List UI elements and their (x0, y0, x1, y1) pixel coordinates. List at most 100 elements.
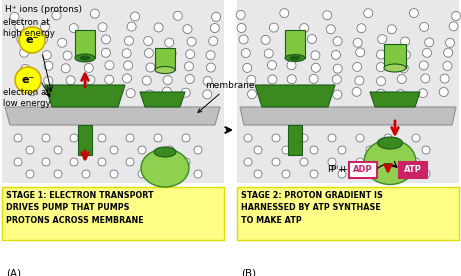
Circle shape (42, 158, 50, 166)
Circle shape (101, 35, 111, 44)
Circle shape (130, 12, 140, 21)
Circle shape (70, 134, 78, 142)
Circle shape (300, 23, 309, 33)
Circle shape (425, 38, 434, 47)
Bar (155, 48, 175, 70)
Circle shape (378, 35, 387, 44)
Circle shape (396, 90, 405, 99)
Circle shape (207, 63, 215, 72)
Circle shape (123, 74, 131, 83)
Circle shape (105, 61, 114, 70)
Text: electron at
low energy: electron at low energy (3, 88, 51, 108)
Circle shape (154, 158, 162, 166)
Bar (2, 0, 224, 183)
Circle shape (420, 61, 428, 70)
Circle shape (443, 48, 453, 57)
Circle shape (63, 51, 72, 60)
Circle shape (254, 146, 262, 154)
Polygon shape (140, 92, 185, 107)
Circle shape (15, 67, 41, 93)
Bar (2, 187, 224, 240)
Circle shape (445, 38, 455, 47)
Circle shape (421, 74, 430, 83)
Circle shape (19, 27, 45, 53)
Bar (288, 125, 302, 155)
Circle shape (331, 50, 341, 59)
Circle shape (27, 75, 36, 84)
Circle shape (355, 76, 364, 85)
Circle shape (15, 22, 24, 31)
Circle shape (203, 90, 212, 99)
Circle shape (376, 89, 385, 98)
Circle shape (210, 23, 219, 33)
Circle shape (394, 170, 402, 178)
Circle shape (21, 65, 30, 73)
Circle shape (239, 35, 248, 44)
Circle shape (212, 12, 220, 21)
Ellipse shape (80, 56, 90, 60)
Circle shape (206, 51, 215, 60)
Circle shape (267, 60, 277, 70)
Circle shape (364, 9, 372, 18)
Circle shape (452, 12, 461, 20)
Polygon shape (5, 107, 220, 125)
Circle shape (384, 158, 392, 166)
Circle shape (181, 88, 190, 97)
Bar (237, 187, 459, 240)
Circle shape (98, 23, 107, 32)
Circle shape (356, 48, 365, 57)
Circle shape (412, 158, 420, 166)
Circle shape (146, 63, 155, 72)
Circle shape (247, 75, 256, 84)
Circle shape (387, 25, 396, 34)
Circle shape (244, 134, 252, 142)
Circle shape (44, 61, 53, 70)
Circle shape (83, 38, 92, 47)
Circle shape (144, 49, 154, 58)
Circle shape (420, 22, 429, 31)
Circle shape (419, 89, 427, 98)
Circle shape (26, 146, 34, 154)
Circle shape (154, 23, 163, 32)
Circle shape (384, 134, 392, 142)
Circle shape (84, 63, 93, 72)
Circle shape (328, 134, 336, 142)
Circle shape (54, 146, 62, 154)
Circle shape (182, 158, 190, 166)
Circle shape (244, 158, 252, 166)
Circle shape (182, 134, 190, 142)
Circle shape (58, 38, 67, 47)
Circle shape (242, 49, 250, 58)
Ellipse shape (155, 67, 175, 73)
Circle shape (164, 61, 173, 70)
Circle shape (138, 146, 146, 154)
Circle shape (194, 170, 202, 178)
Circle shape (70, 158, 78, 166)
Circle shape (422, 170, 430, 178)
Circle shape (98, 158, 106, 166)
Circle shape (287, 61, 296, 70)
Circle shape (105, 75, 114, 84)
Ellipse shape (141, 149, 189, 187)
Ellipse shape (154, 147, 176, 157)
Circle shape (69, 90, 77, 99)
Text: STAGE 1: ELECTRON TRANSPORT
DRIVES PUMP THAT PUMPS
PROTONS ACROSS MEMBRANE: STAGE 1: ELECTRON TRANSPORT DRIVES PUMP … (6, 191, 154, 225)
Circle shape (401, 37, 410, 46)
Circle shape (54, 170, 62, 178)
Circle shape (328, 158, 336, 166)
Circle shape (242, 63, 252, 72)
Circle shape (300, 134, 308, 142)
Text: electron at
high energy: electron at high energy (3, 18, 55, 38)
Circle shape (47, 87, 56, 96)
Circle shape (142, 76, 151, 85)
Circle shape (82, 170, 90, 178)
Circle shape (183, 25, 192, 34)
Polygon shape (45, 85, 125, 107)
Text: (A): (A) (6, 268, 21, 276)
Polygon shape (255, 85, 335, 107)
Circle shape (69, 24, 78, 33)
Circle shape (124, 36, 133, 45)
Circle shape (14, 134, 22, 142)
Text: ADP: ADP (353, 166, 373, 174)
Circle shape (248, 90, 256, 99)
